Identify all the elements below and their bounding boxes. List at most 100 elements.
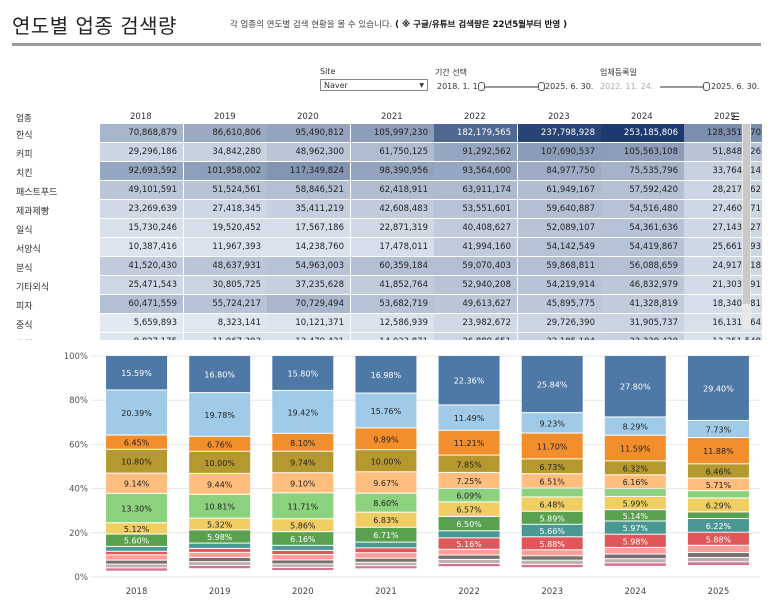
table-cell[interactable]: 10,387,416: [100, 238, 183, 257]
table-cell[interactable]: 31,905,737: [601, 314, 684, 333]
table-cell[interactable]: 54,963,003: [267, 257, 350, 276]
table-cell[interactable]: 41,328,819: [601, 295, 684, 314]
table-cell[interactable]: 9,827,175: [100, 333, 183, 340]
table-cell[interactable]: 60,359,184: [351, 257, 434, 276]
table-cell[interactable]: 41,520,430: [100, 257, 183, 276]
table-cell[interactable]: 105,997,230: [351, 124, 434, 143]
table-cell[interactable]: 52,940,208: [434, 276, 517, 295]
table-cell[interactable]: 49,613,627: [434, 295, 517, 314]
table-cell[interactable]: 91,292,562: [434, 143, 517, 162]
table-cell[interactable]: 54,142,549: [518, 238, 601, 257]
table-cell[interactable]: 70,868,879: [100, 124, 183, 143]
table-cell[interactable]: 53,551,601: [434, 200, 517, 219]
table-cell[interactable]: 58,846,521: [267, 181, 350, 200]
table-cell[interactable]: 75,535,796: [601, 162, 684, 181]
table-cell[interactable]: 253,185,806: [601, 124, 684, 143]
table-cell[interactable]: 62,418,911: [351, 181, 434, 200]
table-cell[interactable]: 5,659,893: [100, 314, 183, 333]
table-cell[interactable]: 29,296,186: [100, 143, 183, 162]
period-start-handle[interactable]: [478, 82, 485, 91]
table-cell[interactable]: 41,852,764: [351, 276, 434, 295]
table-cell[interactable]: 29,726,390: [518, 314, 601, 333]
table-cell[interactable]: 182,179,565: [434, 124, 517, 143]
table-cell[interactable]: 54,219,914: [518, 276, 601, 295]
table-cell[interactable]: 42,608,483: [351, 200, 434, 219]
table-cell[interactable]: 37,235,628: [267, 276, 350, 295]
table-cell[interactable]: 11,967,393: [184, 238, 267, 257]
table-cell[interactable]: 45,895,775: [518, 295, 601, 314]
table-cell[interactable]: 237,798,928: [518, 124, 601, 143]
table-cell[interactable]: 12,586,939: [351, 314, 434, 333]
table-cell[interactable]: 13,251,548: [684, 333, 762, 340]
table-cell[interactable]: 48,637,931: [184, 257, 267, 276]
table-cell[interactable]: 86,610,806: [184, 124, 267, 143]
scrollbar-thumb[interactable]: [743, 124, 750, 304]
table-cell[interactable]: 60,471,559: [100, 295, 183, 314]
table-cell[interactable]: 33,330,420: [601, 333, 684, 340]
table-cell[interactable]: 63,911,174: [434, 181, 517, 200]
table-cell[interactable]: 14,238,760: [267, 238, 350, 257]
table-cell[interactable]: 17,478,011: [351, 238, 434, 257]
table-row[interactable]: 치킨 92,693,592 101,958,002 117,349,824 98,390…: [12, 162, 762, 181]
table-cell[interactable]: 105,563,108: [601, 143, 684, 162]
table-cell[interactable]: 46,832,979: [601, 276, 684, 295]
table-cell[interactable]: 95,490,812: [267, 124, 350, 143]
table-cell[interactable]: 19,520,452: [184, 219, 267, 238]
table-cell[interactable]: 11,967,393: [184, 333, 267, 340]
table-cell[interactable]: 54,516,480: [601, 200, 684, 219]
table-cell[interactable]: 93,564,600: [434, 162, 517, 181]
table-cell[interactable]: 23,269,639: [100, 200, 183, 219]
table-cell[interactable]: 59,070,403: [434, 257, 517, 276]
table-cell[interactable]: 41,994,160: [434, 238, 517, 257]
table-cell[interactable]: 49,101,591: [100, 181, 183, 200]
table-cell[interactable]: 13,479,431: [267, 333, 350, 340]
table-cell[interactable]: 26,889,651: [434, 333, 517, 340]
table-cell[interactable]: 98,390,956: [351, 162, 434, 181]
table-cell[interactable]: 10,121,371: [267, 314, 350, 333]
table-row[interactable]: 커피 29,296,186 34,842,280 48,962,300 61,750,1…: [12, 143, 762, 162]
table-cell[interactable]: 51,524,561: [184, 181, 267, 200]
table-row[interactable]: 한식 70,868,879 86,610,806 95,490,812 105,997,…: [12, 124, 762, 143]
table-cell[interactable]: 25,471,543: [100, 276, 183, 295]
table-cell[interactable]: 61,750,125: [351, 143, 434, 162]
table-cell[interactable]: 34,842,280: [184, 143, 267, 162]
table-cell[interactable]: 8,323,141: [184, 314, 267, 333]
table-cell[interactable]: 15,730,246: [100, 219, 183, 238]
table-cell[interactable]: 52,089,107: [518, 219, 601, 238]
biz-date-slider-track[interactable]: [660, 86, 706, 88]
table-row[interactable]: 제과제빵 23,269,639 27,418,345 35,411,219 42,608…: [12, 200, 762, 219]
table-cell[interactable]: 35,411,219: [267, 200, 350, 219]
table-cell[interactable]: 53,682,719: [351, 295, 434, 314]
table-cell[interactable]: 32,185,104: [518, 333, 601, 340]
site-select[interactable]: Naver ▼: [320, 79, 428, 91]
table-cell[interactable]: 55,724,217: [184, 295, 267, 314]
table-row[interactable]: 일식 15,730,246 19,520,452 17,567,186 22,871,3…: [12, 219, 762, 238]
table-cell[interactable]: 117,349,824: [267, 162, 350, 181]
table-cell[interactable]: 27,418,345: [184, 200, 267, 219]
table-cell[interactable]: 54,419,867: [601, 238, 684, 257]
table-cell[interactable]: 48,962,300: [267, 143, 350, 162]
table-cell[interactable]: 54,361,636: [601, 219, 684, 238]
table-cell[interactable]: 23,982,672: [434, 314, 517, 333]
table-cell[interactable]: 30,805,725: [184, 276, 267, 295]
table-cell[interactable]: 59,640,887: [518, 200, 601, 219]
table-row[interactable]: 주점9,827,17511,967,39313,479,43114,033,87…: [12, 333, 762, 340]
table-scrollbar[interactable]: [742, 124, 751, 330]
table-cell[interactable]: 92,693,592: [100, 162, 183, 181]
table-cell[interactable]: 101,958,002: [184, 162, 267, 181]
table-row[interactable]: 분식 41,520,430 48,637,931 54,963,003 60,359,1…: [12, 257, 762, 276]
table-cell[interactable]: 84,977,750: [518, 162, 601, 181]
table-cell[interactable]: 14,033,871: [351, 333, 434, 340]
table-cell[interactable]: 70,729,494: [267, 295, 350, 314]
table-cell[interactable]: 107,690,537: [518, 143, 601, 162]
sort-icon[interactable]: ☰: [731, 112, 740, 123]
table-cell[interactable]: 17,567,186: [267, 219, 350, 238]
period-end-handle[interactable]: [538, 82, 545, 91]
table-cell[interactable]: 22,871,319: [351, 219, 434, 238]
table-row[interactable]: 기타외식 25,471,543 30,805,725 37,235,628 41,852…: [12, 276, 762, 295]
table-cell[interactable]: 40,408,627: [434, 219, 517, 238]
table-row[interactable]: 패스트푸드 49,101,591 51,524,561 58,846,521 62,41…: [12, 181, 762, 200]
table-cell[interactable]: 56,088,659: [601, 257, 684, 276]
table-row[interactable]: 피자 60,471,559 55,724,217 70,729,494 53,682,7…: [12, 295, 762, 314]
table-cell[interactable]: 59,868,811: [518, 257, 601, 276]
